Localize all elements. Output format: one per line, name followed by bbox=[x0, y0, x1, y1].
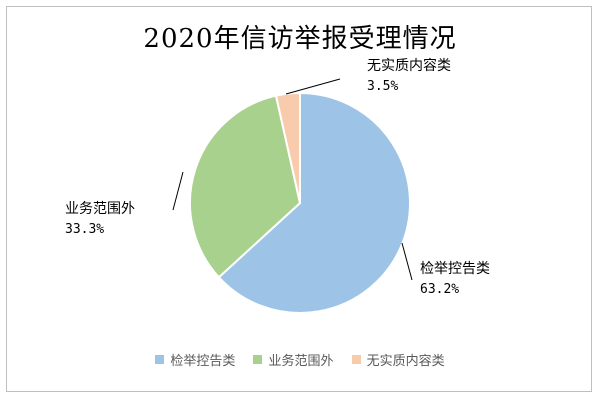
legend-swatch-0 bbox=[155, 355, 165, 364]
slice-category-label-2: 无实质内容类 bbox=[367, 57, 451, 74]
slice-category-label-0: 检举控告类 bbox=[420, 261, 490, 277]
slice-value-label-1: 33.3% bbox=[65, 222, 104, 237]
legend-label-2: 无实质内容类 bbox=[366, 354, 445, 369]
leader-line-0 bbox=[401, 242, 413, 281]
legend-item-2: 无实质内容类 bbox=[351, 350, 445, 369]
legend-swatch-1 bbox=[253, 355, 263, 364]
chart-title: 2020年信访举报受理情况 bbox=[143, 24, 457, 54]
leader-line-1 bbox=[172, 171, 184, 211]
legend-item-0: 检举控告类 bbox=[155, 350, 235, 369]
slice-value-label-2: 3.5% bbox=[367, 79, 398, 94]
legend: 检举控告类 业务范围外 无实质内容类 bbox=[0, 350, 600, 369]
legend-label-0: 检举控告类 bbox=[170, 354, 236, 369]
pie-slice-0 bbox=[217, 91, 411, 314]
slice-category-label-1: 业务范围外 bbox=[65, 200, 135, 217]
legend-item-1: 业务范围外 bbox=[253, 350, 334, 369]
legend-label-1: 业务范围外 bbox=[268, 354, 334, 369]
slice-value-label-0: 63.2% bbox=[420, 282, 459, 297]
legend-swatch-2 bbox=[351, 355, 361, 364]
pie-slice-1 bbox=[189, 94, 302, 279]
leader-line-2 bbox=[285, 78, 341, 95]
